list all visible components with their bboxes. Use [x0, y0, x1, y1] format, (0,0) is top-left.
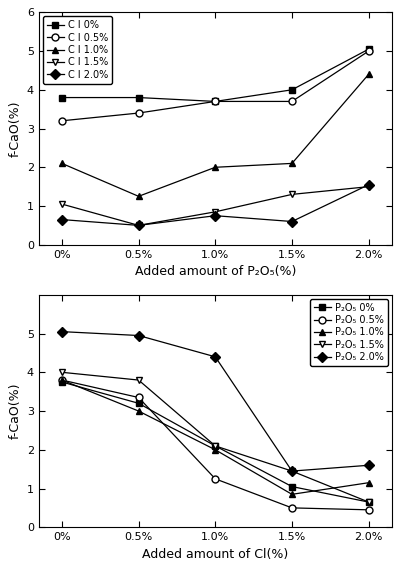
- C l 1.5%: [136, 222, 141, 229]
- C l 2.0%: [290, 218, 294, 225]
- P₂O₅ 2.0%: [136, 332, 141, 339]
- C l 0%: [366, 46, 371, 52]
- Y-axis label: f-CaO(%): f-CaO(%): [8, 100, 21, 157]
- P₂O₅ 0%: [366, 498, 371, 505]
- P₂O₅ 0.5%: [213, 476, 218, 483]
- P₂O₅ 0.5%: [366, 506, 371, 513]
- P₂O₅ 1.5%: [366, 498, 371, 505]
- P₂O₅ 1.5%: [290, 468, 294, 475]
- P₂O₅ 2.0%: [213, 353, 218, 360]
- C l 2.0%: [60, 216, 64, 223]
- C l 0.5%: [136, 110, 141, 117]
- Line: C l 0.5%: C l 0.5%: [58, 48, 372, 124]
- Y-axis label: f-CaO(%): f-CaO(%): [8, 383, 21, 439]
- C l 0.5%: [366, 48, 371, 55]
- P₂O₅ 0.5%: [136, 394, 141, 401]
- Line: P₂O₅ 0.5%: P₂O₅ 0.5%: [58, 377, 372, 513]
- C l 1.0%: [60, 160, 64, 167]
- C l 0.5%: [213, 98, 218, 105]
- Line: C l 1.5%: C l 1.5%: [58, 183, 372, 229]
- Legend: P₂O₅ 0%, P₂O₅ 0.5%, P₂O₅ 1.0%, P₂O₅ 1.5%, P₂O₅ 2.0%: P₂O₅ 0%, P₂O₅ 0.5%, P₂O₅ 1.0%, P₂O₅ 1.5%…: [310, 299, 388, 366]
- C l 1.0%: [366, 71, 371, 78]
- C l 0.5%: [290, 98, 294, 105]
- P₂O₅ 0%: [60, 378, 64, 385]
- C l 2.0%: [366, 182, 371, 188]
- Line: P₂O₅ 2.0%: P₂O₅ 2.0%: [58, 328, 372, 475]
- C l 2.0%: [136, 222, 141, 229]
- P₂O₅ 0%: [290, 483, 294, 490]
- X-axis label: Added amount of Cl(%): Added amount of Cl(%): [142, 548, 288, 560]
- P₂O₅ 1.0%: [213, 446, 218, 453]
- P₂O₅ 0%: [213, 443, 218, 450]
- C l 0.5%: [60, 117, 64, 124]
- C l 0%: [60, 94, 64, 101]
- P₂O₅ 1.0%: [60, 377, 64, 384]
- C l 1.0%: [213, 164, 218, 171]
- C l 0%: [290, 86, 294, 93]
- Legend: C l 0%, C l 0.5%, C l 1.0%, C l 1.5%, C l 2.0%: C l 0%, C l 0.5%, C l 1.0%, C l 1.5%, C …: [43, 17, 112, 84]
- P₂O₅ 1.0%: [136, 407, 141, 414]
- P₂O₅ 1.5%: [213, 443, 218, 450]
- P₂O₅ 2.0%: [60, 328, 64, 335]
- C l 0%: [136, 94, 141, 101]
- C l 1.5%: [290, 191, 294, 198]
- P₂O₅ 1.0%: [366, 479, 371, 486]
- P₂O₅ 1.5%: [136, 377, 141, 384]
- C l 1.0%: [136, 193, 141, 200]
- P₂O₅ 0%: [136, 400, 141, 407]
- P₂O₅ 1.5%: [60, 369, 64, 376]
- C l 1.5%: [366, 183, 371, 190]
- P₂O₅ 1.0%: [290, 491, 294, 498]
- P₂O₅ 0.5%: [290, 505, 294, 512]
- P₂O₅ 0.5%: [60, 377, 64, 384]
- C l 1.5%: [213, 208, 218, 215]
- P₂O₅ 2.0%: [290, 468, 294, 475]
- Line: C l 2.0%: C l 2.0%: [58, 182, 372, 229]
- X-axis label: Added amount of P₂O₅(%): Added amount of P₂O₅(%): [134, 265, 296, 278]
- P₂O₅ 2.0%: [366, 462, 371, 469]
- Line: C l 1.0%: C l 1.0%: [58, 71, 372, 200]
- C l 1.5%: [60, 201, 64, 208]
- C l 2.0%: [213, 212, 218, 219]
- Line: P₂O₅ 0%: P₂O₅ 0%: [58, 378, 372, 505]
- C l 0%: [213, 98, 218, 105]
- C l 1.0%: [290, 160, 294, 167]
- Line: P₂O₅ 1.5%: P₂O₅ 1.5%: [58, 369, 372, 505]
- Line: P₂O₅ 1.0%: P₂O₅ 1.0%: [58, 377, 372, 498]
- Line: C l 0%: C l 0%: [58, 46, 372, 105]
